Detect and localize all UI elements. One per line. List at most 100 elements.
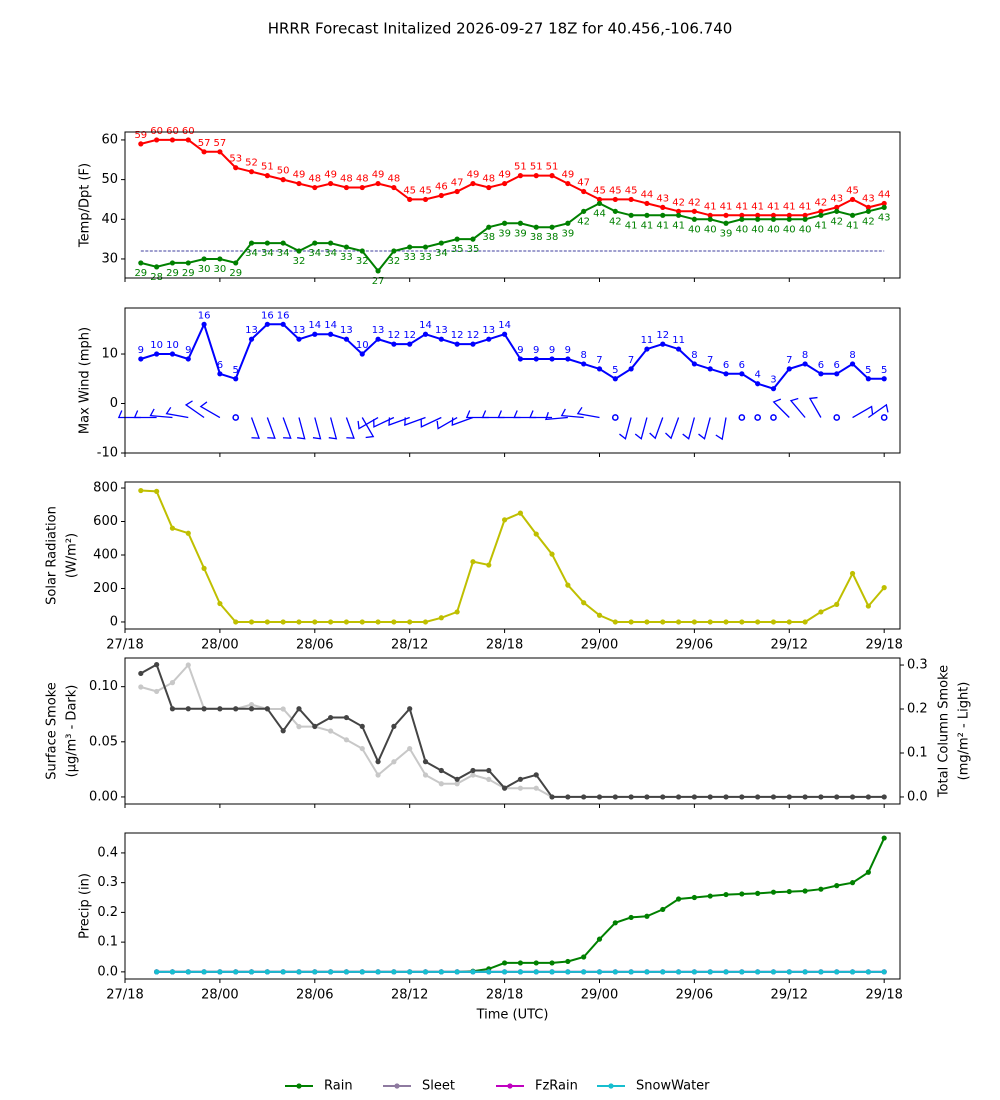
wind-barb [789, 397, 806, 418]
data-label: 5 [865, 365, 871, 376]
y-tick-label: 0.0 [907, 789, 928, 804]
data-label: 60 [182, 126, 195, 137]
data-label: 38 [546, 232, 559, 243]
data-point [454, 969, 460, 975]
data-label: 5 [612, 365, 618, 376]
data-label: 29 [182, 268, 195, 279]
data-label: 45 [609, 185, 622, 196]
data-point [802, 216, 808, 222]
data-point [865, 204, 871, 210]
y-tick-label: 60 [101, 132, 118, 147]
data-point [343, 619, 350, 625]
data-label: 49 [293, 170, 306, 181]
data-point [644, 212, 650, 218]
data-label: 49 [498, 170, 511, 181]
data-point [849, 196, 856, 203]
series-line [140, 202, 885, 273]
data-label: 43 [878, 212, 891, 223]
data-point [375, 772, 381, 778]
x-tick-label: 28/18 [486, 988, 523, 1003]
data-label: 41 [767, 201, 780, 212]
data-point [486, 224, 492, 230]
data-point [755, 969, 761, 975]
data-point [802, 888, 808, 894]
data-point [549, 173, 555, 179]
wind-barb [497, 410, 521, 419]
data-point [881, 376, 887, 382]
data-point [375, 619, 381, 625]
data-point [644, 346, 650, 352]
data-point [675, 346, 682, 352]
data-point [501, 785, 508, 791]
data-point [881, 835, 887, 841]
data-point [138, 487, 144, 494]
data-point [675, 969, 682, 975]
data-point [154, 264, 160, 270]
data-label: 13 [482, 325, 495, 336]
data-point [454, 188, 460, 195]
y2-axis-label: (mg/m² - Light) [957, 682, 972, 781]
data-label: 9 [185, 345, 191, 356]
data-point [501, 180, 508, 187]
data-point [169, 706, 176, 712]
data-point [438, 781, 444, 787]
data-label: 12 [451, 330, 464, 341]
data-point [264, 706, 270, 712]
data-label: 34 [324, 248, 337, 259]
data-point [770, 619, 777, 625]
data-point [549, 356, 555, 362]
data-label: 34 [308, 248, 321, 259]
data-point [312, 240, 318, 246]
axes-frame [124, 657, 901, 805]
legend-marker [608, 1083, 614, 1089]
data-point [296, 248, 302, 254]
data-point [802, 361, 808, 367]
data-point [581, 208, 587, 214]
y-axis-label: Precip (in) [78, 873, 93, 939]
y-tick-label: 800 [93, 481, 118, 496]
data-point [533, 772, 539, 778]
data-label: 16 [198, 310, 211, 321]
data-label: 9 [533, 345, 539, 356]
data-label: 29 [134, 268, 147, 279]
wind-barb [328, 417, 338, 440]
data-point [201, 969, 207, 975]
series-line [140, 663, 885, 798]
wind-barb [297, 417, 306, 440]
wind-barb [808, 396, 822, 418]
data-label: 32 [356, 256, 369, 267]
data-label: 48 [388, 174, 401, 185]
data-point [565, 969, 571, 975]
data-point [739, 371, 745, 377]
data-point [359, 619, 365, 625]
data-point [422, 244, 429, 250]
data-point [280, 321, 286, 327]
wind-barb [634, 417, 648, 440]
data-point [438, 240, 444, 246]
data-point [834, 601, 840, 607]
data-label: 34 [277, 248, 290, 259]
data-point [533, 224, 539, 230]
data-label: 41 [656, 220, 669, 231]
legend: Rain Sleet FzRain SnowWater [285, 1079, 710, 1094]
data-label: 51 [514, 162, 527, 173]
data-label: 10 [356, 340, 369, 351]
y-tick-label: 30 [101, 251, 118, 266]
data-point [533, 960, 539, 966]
calm-circle [880, 414, 888, 421]
data-point [391, 184, 397, 191]
data-label: 8 [580, 350, 586, 361]
data-point [881, 204, 887, 210]
data-point [628, 366, 634, 372]
data-point [660, 794, 666, 800]
x-tick-label: 28/06 [296, 988, 333, 1003]
data-point [280, 240, 286, 246]
data-label: 43 [656, 193, 669, 204]
data-label: 30 [214, 264, 227, 275]
data-point [786, 888, 792, 895]
data-label: 42 [830, 216, 843, 227]
data-point [217, 706, 223, 712]
data-label: 38 [482, 232, 495, 243]
wind-barb [165, 406, 189, 419]
